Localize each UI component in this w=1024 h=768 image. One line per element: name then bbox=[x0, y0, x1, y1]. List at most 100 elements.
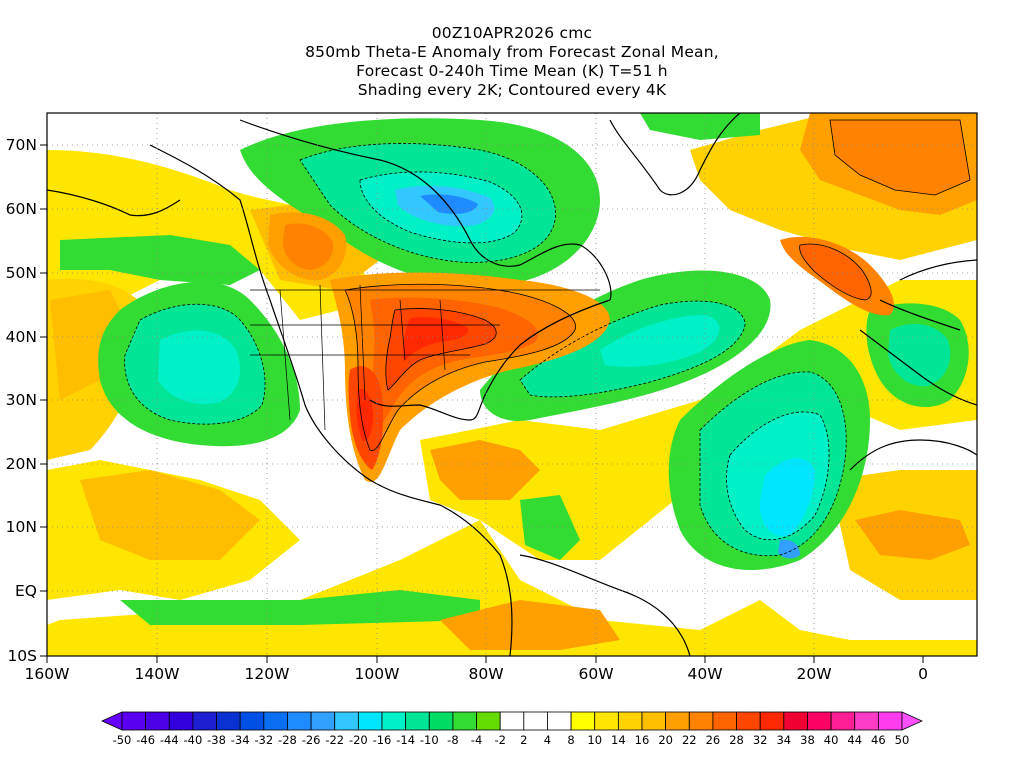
colorbar-label: -50 bbox=[113, 733, 132, 747]
colorbar-swatch bbox=[736, 711, 761, 731]
colorbar-swatch bbox=[476, 711, 501, 731]
lon-label: 20W bbox=[796, 665, 831, 683]
colorbar-label: -16 bbox=[373, 733, 392, 747]
colorbar-swatch bbox=[239, 711, 265, 731]
colorbar-swatch bbox=[168, 711, 194, 731]
colorbar-label: -46 bbox=[136, 733, 155, 747]
colorbar-label: 28 bbox=[729, 733, 744, 747]
graticule bbox=[47, 113, 977, 656]
colorbar-label: 22 bbox=[682, 733, 697, 747]
lon-label: 140W bbox=[135, 665, 180, 683]
colorbar-min-arrow bbox=[101, 711, 123, 731]
colorbar-swatch bbox=[499, 711, 525, 731]
colorbar-label: 8 bbox=[567, 733, 574, 747]
lon-label: 40W bbox=[687, 665, 722, 683]
cool-anomaly-fields bbox=[60, 113, 969, 625]
colorbar-label: 34 bbox=[776, 733, 791, 747]
lat-label: 10S bbox=[7, 647, 37, 665]
colorbar-label: 26 bbox=[706, 733, 721, 747]
colorbar-swatch bbox=[594, 711, 619, 731]
colorbar-swatch bbox=[617, 711, 643, 731]
lat-label: 70N bbox=[6, 136, 37, 154]
colorbar bbox=[101, 711, 923, 731]
colorbar-swatch bbox=[381, 711, 407, 731]
colorbar-swatch bbox=[830, 711, 856, 731]
colorbar-label: 20 bbox=[658, 733, 673, 747]
lon-label: 120W bbox=[245, 665, 290, 683]
colorbar-label: -2 bbox=[494, 733, 505, 747]
colorbar-label: 32 bbox=[753, 733, 768, 747]
colorbar-swatch bbox=[334, 711, 359, 731]
colorbar-label: 16 bbox=[635, 733, 650, 747]
lat-label: 60N bbox=[6, 200, 37, 218]
colorbar-label: -38 bbox=[207, 733, 226, 747]
colorbar-swatch bbox=[877, 711, 903, 731]
colorbar-label: 46 bbox=[871, 733, 886, 747]
latitude-labels: 70N 60N 50N 40N 30N 20N 10N EQ 10S bbox=[6, 136, 37, 665]
colorbar-swatch bbox=[854, 711, 879, 731]
colorbar-label: 40 bbox=[824, 733, 839, 747]
colorbar-swatch bbox=[570, 711, 596, 731]
colorbar-label: 10 bbox=[587, 733, 602, 747]
colorbar-swatch bbox=[665, 711, 690, 731]
colorbar-label: 44 bbox=[847, 733, 862, 747]
title-line-3: Forecast 0-240h Time Mean (K) T=51 h bbox=[356, 62, 668, 80]
colorbar-swatch bbox=[523, 711, 548, 731]
colorbar-label: -34 bbox=[231, 733, 250, 747]
colorbar-swatch bbox=[121, 711, 147, 731]
title-line-2: 850mb Theta-E Anomaly from Forecast Zona… bbox=[305, 43, 719, 61]
colorbar-swatch bbox=[216, 711, 241, 731]
map-title: 00Z10APR2026 cmc 850mb Theta-E Anomaly f… bbox=[0, 24, 1024, 100]
map-frame bbox=[46, 112, 978, 657]
colorbar-swatch bbox=[428, 711, 454, 731]
colorbar-swatch bbox=[357, 711, 383, 731]
colorbar-swatch bbox=[452, 711, 477, 731]
colorbar-label: 4 bbox=[544, 733, 551, 747]
colorbar-max-arrow bbox=[901, 711, 923, 731]
lat-label: 10N bbox=[6, 518, 37, 536]
lat-label: 40N bbox=[6, 328, 37, 346]
lat-label: EQ bbox=[15, 582, 37, 600]
colorbar-swatch bbox=[263, 711, 288, 731]
political-borders bbox=[250, 284, 600, 431]
colorbar-swatch bbox=[807, 711, 832, 731]
title-line-1: 00Z10APR2026 cmc bbox=[431, 24, 593, 42]
colorbar-label: -26 bbox=[302, 733, 321, 747]
colorbar-label: -10 bbox=[420, 733, 439, 747]
colorbar-label: 50 bbox=[895, 733, 910, 747]
lon-label: 100W bbox=[355, 665, 400, 683]
colorbar-swatch bbox=[145, 711, 170, 731]
colorbar-swatch bbox=[783, 711, 808, 731]
colorbar-labels: -50 -46 -44 -40 -38 -34 -32 -28 -26 -22 -20 -16 -14-… bbox=[113, 733, 910, 747]
colorbar-label: -28 bbox=[278, 733, 297, 747]
colorbar-swatch bbox=[712, 711, 737, 731]
colorbar-swatch bbox=[287, 711, 312, 731]
colorbar-swatch bbox=[759, 711, 785, 731]
lat-label: 20N bbox=[6, 455, 37, 473]
colorbar-label: -8 bbox=[447, 733, 458, 747]
colorbar-swatch bbox=[192, 711, 217, 731]
colorbar-label: 38 bbox=[800, 733, 815, 747]
colorbar-swatch bbox=[547, 711, 572, 731]
lon-label: 80W bbox=[468, 665, 503, 683]
coastlines bbox=[47, 113, 977, 656]
colorbar-label: 2 bbox=[520, 733, 527, 747]
title-line-4: Shading every 2K; Contoured every 4K bbox=[357, 81, 667, 99]
colorbar-label: -40 bbox=[184, 733, 203, 747]
lat-label: 50N bbox=[6, 264, 37, 282]
lat-label: 30N bbox=[6, 391, 37, 409]
colorbar-swatch bbox=[688, 711, 714, 731]
lon-label: 0 bbox=[918, 665, 928, 683]
colorbar-label: -4 bbox=[471, 733, 482, 747]
colorbar-swatch bbox=[405, 711, 430, 731]
colorbar-label: -14 bbox=[396, 733, 415, 747]
colorbar-label: -20 bbox=[349, 733, 368, 747]
contour-lines bbox=[124, 119, 971, 557]
colorbar-swatch bbox=[310, 711, 336, 731]
colorbar-label: 14 bbox=[611, 733, 626, 747]
longitude-labels: 160W 140W 120W 100W 80W 60W 40W 20W 0 bbox=[25, 665, 928, 683]
strong-warm-anomalies bbox=[268, 113, 977, 650]
axis-ticks bbox=[40, 144, 924, 663]
lon-label: 60W bbox=[578, 665, 613, 683]
